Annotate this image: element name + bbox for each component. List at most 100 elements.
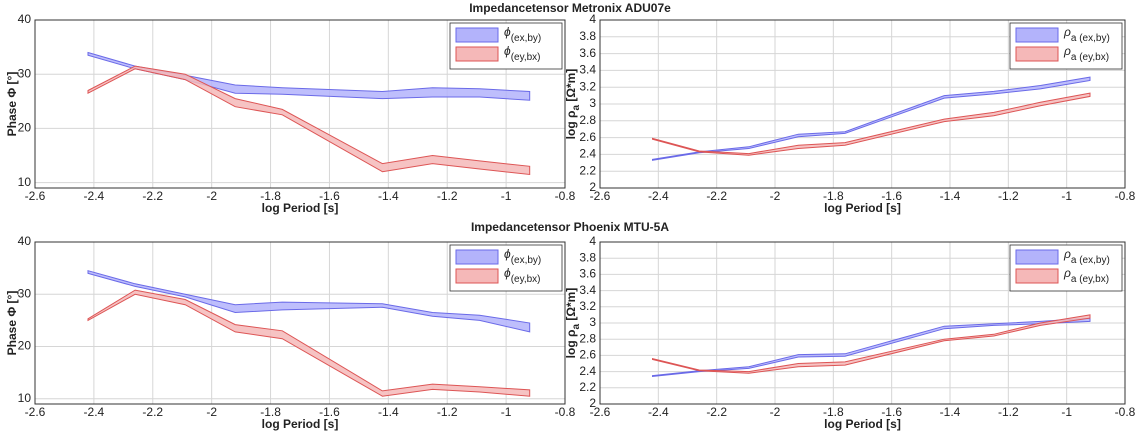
band xyxy=(652,76,1091,161)
legend-swatch xyxy=(455,46,499,62)
legend-swatch xyxy=(455,268,499,284)
y-axis-label-text: log ρ xyxy=(564,111,578,140)
x-tick-label: -2.4 xyxy=(648,405,669,419)
band xyxy=(652,317,1091,378)
x-tick-label: -1.6 xyxy=(881,405,902,419)
x-tick-label: -1.8 xyxy=(823,189,844,203)
y-tick-label: 3.4 xyxy=(579,283,596,297)
y-tick-label: 3.6 xyxy=(579,267,596,281)
axes-frame xyxy=(34,19,566,189)
y-tick-label: 30 xyxy=(18,66,32,80)
x-tick-label: -2 xyxy=(206,405,217,419)
y-tick-label: 2.4 xyxy=(579,364,596,378)
x-tick-label: -2.4 xyxy=(648,189,669,203)
band xyxy=(652,92,1091,156)
x-tick-label: -2.2 xyxy=(706,189,727,203)
x-tick-label: -2.2 xyxy=(706,405,727,419)
band xyxy=(652,314,1091,374)
x-tick-label: -1 xyxy=(1061,405,1072,419)
y-axis-label-sub: a xyxy=(571,324,582,330)
x-tick-label: -1.4 xyxy=(940,189,961,203)
band xyxy=(87,289,531,397)
x-tick-label: -1.6 xyxy=(881,189,902,203)
legend-label: ϕ(ex,by) xyxy=(504,247,541,265)
figure-title: Impedancetensor Phoenix MTU-5A xyxy=(471,220,669,234)
y-axis-label-suffix: [Ω*m] xyxy=(564,69,578,105)
y-tick-label: 3.4 xyxy=(579,63,596,77)
x-tick-label: -1 xyxy=(501,405,512,419)
legend-label: ρa (ey,bx) xyxy=(1063,266,1109,284)
legend-sub: a (ex,by) xyxy=(1071,255,1110,266)
legend-sub: a (ex,by) xyxy=(1071,33,1110,44)
legend-label: ρa (ex,by) xyxy=(1063,25,1110,43)
y-axis-label-sub: a xyxy=(571,105,582,111)
legend-label: ρa (ex,by) xyxy=(1063,247,1110,265)
x-tick-label: -0.8 xyxy=(1115,405,1136,419)
legend-sub: a (ey,bx) xyxy=(1071,52,1109,63)
band xyxy=(87,270,531,333)
y-axis-label: log ρa [Ω*m] xyxy=(564,69,581,140)
legend-name: ϕ xyxy=(504,266,511,280)
y-axis-label-text: Phase Φ [°] xyxy=(5,72,19,137)
x-tick-label: -1.2 xyxy=(437,405,458,419)
band xyxy=(87,65,531,176)
y-tick-label: 3 xyxy=(589,96,596,110)
y-tick-label: 3.8 xyxy=(579,29,596,43)
y-tick-label: 2 xyxy=(589,396,596,410)
legend-sub: (ey,bx) xyxy=(511,52,541,63)
x-tick-label: -1.8 xyxy=(823,405,844,419)
x-tick-label: -2.6 xyxy=(25,189,46,203)
x-tick-label: -1.2 xyxy=(998,189,1019,203)
legend-name: ρ xyxy=(1063,247,1071,261)
y-tick-label: 10 xyxy=(18,391,32,405)
legend-label: ϕ(ey,bx) xyxy=(504,44,541,62)
figure-title: Impedancetensor Metronix ADU07e xyxy=(469,1,671,15)
x-axis-label: log Period [s] xyxy=(262,417,339,431)
legend-swatch xyxy=(455,249,499,265)
legend-swatch xyxy=(1015,268,1059,284)
x-tick-label: -2.6 xyxy=(590,405,611,419)
x-tick-label: -2.4 xyxy=(84,189,105,203)
legend-sub: (ex,by) xyxy=(511,33,542,44)
y-tick-label: 2.4 xyxy=(579,147,596,161)
legend-label: ϕ(ex,by) xyxy=(504,25,541,43)
legend-label: ρa (ey,bx) xyxy=(1063,44,1109,62)
y-tick-label: 2.8 xyxy=(579,331,596,345)
legend-swatch xyxy=(1015,27,1059,43)
legend-name: ρ xyxy=(1063,266,1071,280)
y-tick-label: 2.6 xyxy=(579,348,596,362)
legend-sub: (ex,by) xyxy=(511,255,542,266)
y-tick-label: 40 xyxy=(18,234,32,248)
legend-name: ϕ xyxy=(504,247,511,261)
y-tick-label: 2.8 xyxy=(579,113,596,127)
x-tick-label: -1.2 xyxy=(998,405,1019,419)
y-tick-label: 3.2 xyxy=(579,79,596,93)
x-tick-label: -1 xyxy=(1061,189,1072,203)
y-tick-label: 10 xyxy=(18,175,32,189)
y-tick-label: 20 xyxy=(18,339,32,353)
x-tick-label: -2.2 xyxy=(142,405,163,419)
x-tick-label: -1.4 xyxy=(378,405,399,419)
x-tick-label: -1 xyxy=(501,189,512,203)
x-tick-label: -1.6 xyxy=(319,189,340,203)
x-tick-label: -1.8 xyxy=(260,405,281,419)
axes-frame xyxy=(599,19,1126,189)
y-tick-label: 3.2 xyxy=(579,299,596,313)
y-axis-label-suffix: [Ω*m] xyxy=(564,288,578,324)
x-tick-label: -0.8 xyxy=(1115,189,1136,203)
legend-name: ρ xyxy=(1063,44,1071,58)
x-tick-label: -1.2 xyxy=(437,189,458,203)
y-tick-label: 2.2 xyxy=(579,380,596,394)
y-tick-label: 2 xyxy=(589,180,596,194)
legend-swatch xyxy=(455,27,499,43)
legend-name: ϕ xyxy=(504,44,511,58)
x-tick-label: -2.2 xyxy=(142,189,163,203)
y-tick-label: 20 xyxy=(18,121,32,135)
x-tick-label: -2.6 xyxy=(25,405,46,419)
legend-swatch xyxy=(1015,249,1059,265)
y-tick-label: 4 xyxy=(589,12,596,26)
y-axis-label: Phase Φ [°] xyxy=(5,72,19,137)
y-tick-label: 2.6 xyxy=(579,130,596,144)
y-tick-label: 30 xyxy=(18,286,32,300)
